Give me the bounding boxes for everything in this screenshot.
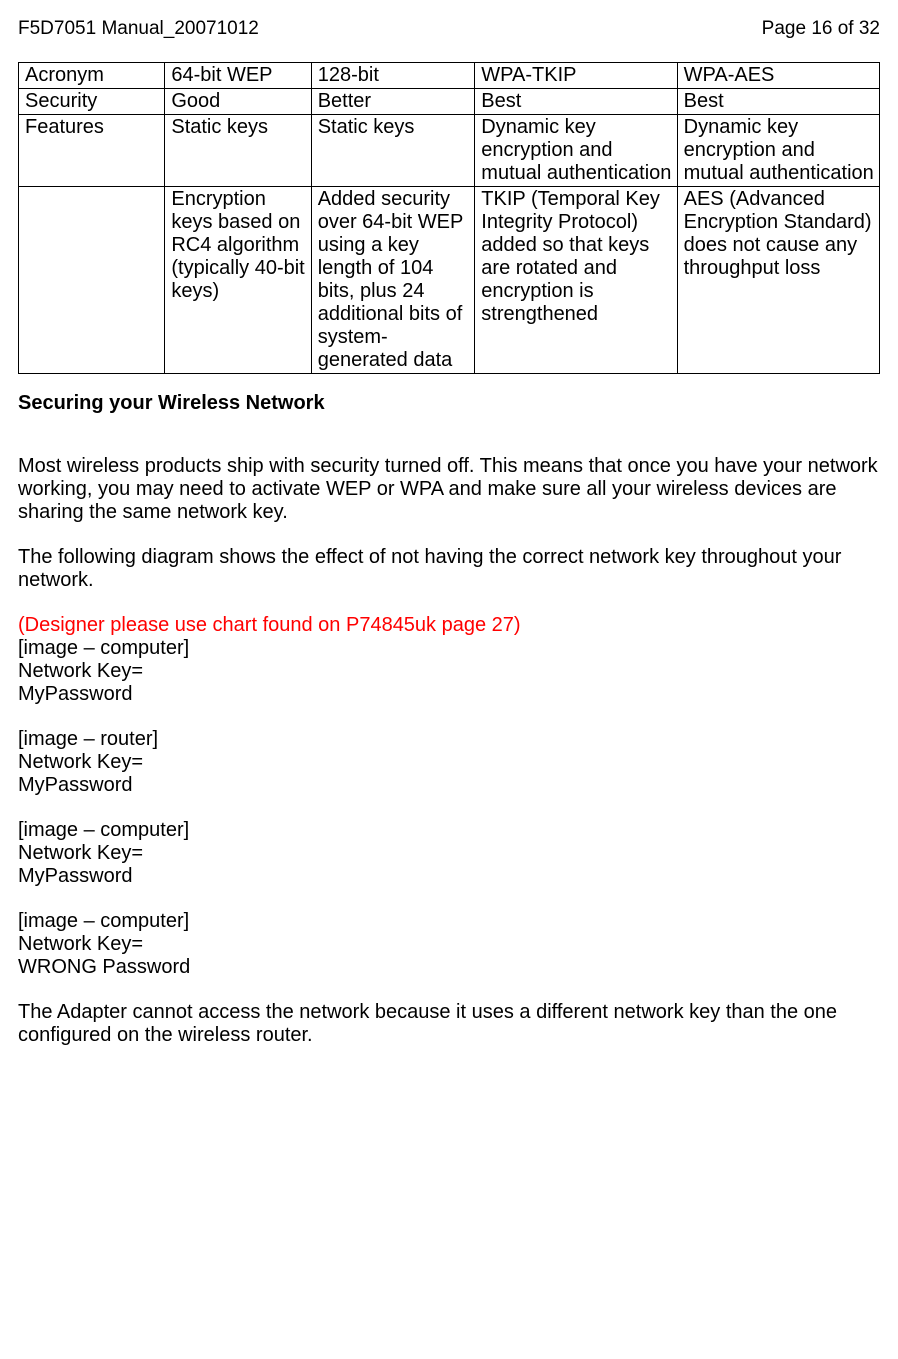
img-placeholder: [image – computer] <box>18 910 880 933</box>
cell: WPA-TKIP <box>475 63 677 89</box>
network-key-value: MyPassword <box>18 774 880 797</box>
page-number: Page 16 of 32 <box>762 18 880 40</box>
cell: Dynamic key encryption and mutual authen… <box>677 115 879 187</box>
section-title: Securing your Wireless Network <box>18 392 880 415</box>
cell: Best <box>475 89 677 115</box>
cell: TKIP (Temporal Key Integrity Protocol) a… <box>475 187 677 374</box>
designer-note: (Designer please use chart found on P748… <box>18 614 880 637</box>
paragraph: The Adapter cannot access the network be… <box>18 1001 880 1047</box>
network-key-value: MyPassword <box>18 683 880 706</box>
table-row: Features Static keys Static keys Dynamic… <box>19 115 880 187</box>
img-placeholder: [image – computer] <box>18 637 880 660</box>
paragraph: The following diagram shows the effect o… <box>18 546 880 592</box>
row-label: Acronym <box>19 63 165 89</box>
network-key-label: Network Key= <box>18 933 880 956</box>
cell: 64-bit WEP <box>165 63 311 89</box>
cell: Best <box>677 89 879 115</box>
network-key-value: WRONG Password <box>18 956 880 979</box>
table-row: Security Good Better Best Best <box>19 89 880 115</box>
network-key-value: MyPassword <box>18 865 880 888</box>
table-row: Encryption keys based on RC4 algorithm (… <box>19 187 880 374</box>
network-key-label: Network Key= <box>18 751 880 774</box>
security-comparison-table: Acronym 64-bit WEP 128-bit WPA-TKIP WPA-… <box>18 62 880 374</box>
cell: AES (Advanced Encryption Standard) does … <box>677 187 879 374</box>
row-label <box>19 187 165 374</box>
row-label: Security <box>19 89 165 115</box>
network-key-label: Network Key= <box>18 842 880 865</box>
cell: Added security over 64-bit WEP using a k… <box>311 187 475 374</box>
img-placeholder: [image – computer] <box>18 819 880 842</box>
table-row: Acronym 64-bit WEP 128-bit WPA-TKIP WPA-… <box>19 63 880 89</box>
cell: Static keys <box>311 115 475 187</box>
cell: Dynamic key encryption and mutual authen… <box>475 115 677 187</box>
img-placeholder: [image – router] <box>18 728 880 751</box>
doc-id: F5D7051 Manual_20071012 <box>18 18 259 40</box>
cell: Static keys <box>165 115 311 187</box>
cell: Encryption keys based on RC4 algorithm (… <box>165 187 311 374</box>
cell: Better <box>311 89 475 115</box>
row-label: Features <box>19 115 165 187</box>
cell: WPA-AES <box>677 63 879 89</box>
cell: 128-bit <box>311 63 475 89</box>
paragraph: Most wireless products ship with securit… <box>18 455 880 524</box>
cell: Good <box>165 89 311 115</box>
network-key-label: Network Key= <box>18 660 880 683</box>
